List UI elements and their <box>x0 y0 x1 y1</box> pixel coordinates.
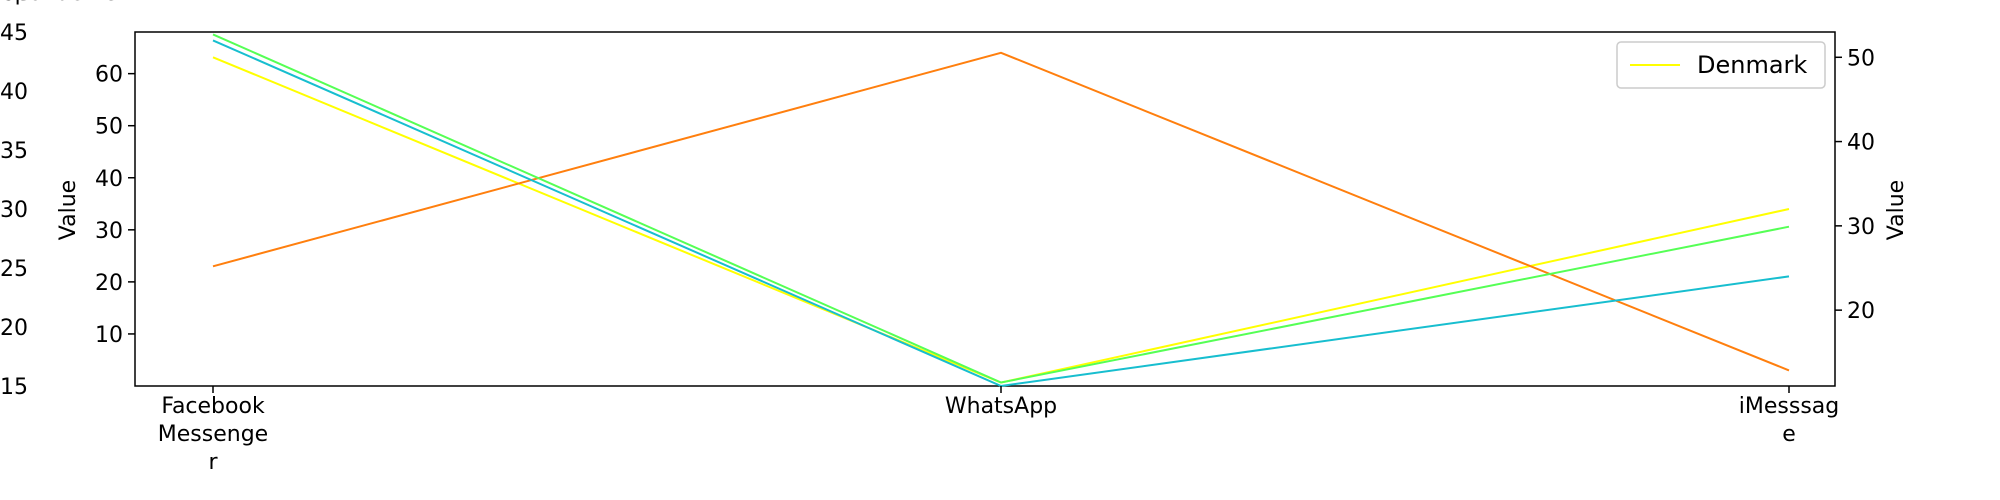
ytick-label: 15 <box>0 375 28 400</box>
legend: Denmark <box>1616 41 1826 89</box>
ytick-label: 20 <box>95 271 123 296</box>
axis-label-left: Value <box>56 180 81 240</box>
ytick-label: 10 <box>95 323 123 348</box>
ytick-label: 20 <box>1847 299 1875 324</box>
axis-label-outer-right: Value <box>0 0 30 6</box>
ytick-label: 45 <box>0 21 28 46</box>
series-line-outer-right <box>212 33 1790 384</box>
ytick-label: 40 <box>0 80 28 105</box>
ytick-label: 50 <box>1847 46 1875 71</box>
xtick-label: r <box>208 450 218 475</box>
ytick-label: 20 <box>0 316 28 341</box>
axis-label-right: Value <box>1884 180 1909 240</box>
ytick-label: 30 <box>95 219 123 244</box>
ytick-label: 30 <box>1847 215 1875 240</box>
xtick-label: Messenge <box>158 422 268 447</box>
ytick-label: 40 <box>1847 131 1875 156</box>
axis-outer-right: 15 20 25 30 35 40 45 Value <box>0 0 30 400</box>
plot-area <box>134 31 1836 387</box>
legend-label-denmark: Denmark <box>1697 51 1807 79</box>
axis-outer-left: 10203040Share of respondents <box>0 0 118 6</box>
xtick-label: WhatsApp <box>945 394 1057 419</box>
ytick-label: 25 <box>0 257 28 282</box>
legend-box <box>1616 41 1826 89</box>
series-line-left <box>212 51 1790 372</box>
x-axis-ticks: Facebook Messenge r WhatsApp iMesssag e <box>158 386 1839 475</box>
axis-right: 20 30 40 50 Value <box>1835 46 1909 324</box>
axis-left: 10 20 30 40 50 60 Value <box>56 63 135 348</box>
ytick-label: 35 <box>0 139 28 164</box>
xtick-label: Facebook <box>161 394 265 419</box>
ytick-label: 50 <box>95 115 123 140</box>
xtick-label: iMesssag <box>1739 394 1839 419</box>
axes-layer: 10203040Share of respondents 10 20 30 40 50 60… <box>0 0 1909 400</box>
xtick-label: e <box>1782 422 1796 447</box>
ytick-label: 60 <box>95 63 123 88</box>
ytick-label: 40 <box>95 167 123 192</box>
ytick-label: 30 <box>0 198 28 223</box>
axis-label-outer-left: Share of respondents <box>0 0 118 6</box>
